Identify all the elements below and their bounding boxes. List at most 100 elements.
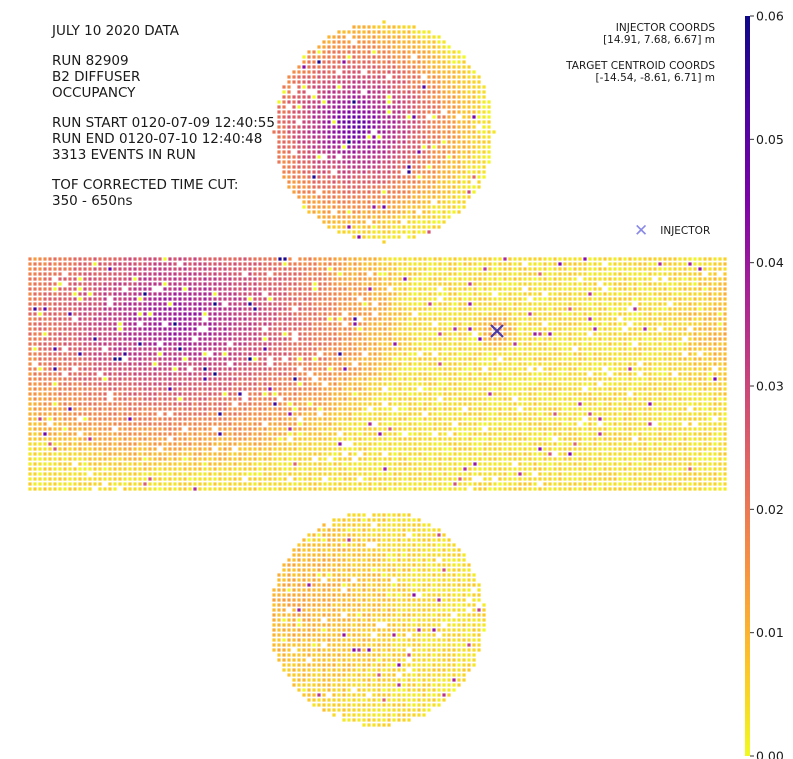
pmt-point — [168, 262, 172, 266]
pmt-point — [338, 367, 342, 371]
pmt-point — [278, 307, 282, 311]
pmt-point — [588, 377, 592, 381]
pmt-point — [558, 302, 562, 306]
pmt-point — [703, 372, 707, 376]
pmt-point — [472, 85, 476, 89]
pmt-point — [458, 332, 462, 336]
pmt-point — [688, 372, 692, 376]
pmt-point — [188, 297, 192, 301]
pmt-point — [28, 262, 32, 266]
pmt-point — [432, 85, 436, 89]
pmt-point — [168, 312, 172, 316]
pmt-point — [327, 95, 331, 99]
pmt-point — [323, 347, 327, 351]
pmt-point — [437, 200, 441, 204]
pmt-point — [367, 125, 371, 129]
pmt-point — [442, 165, 446, 169]
pmt-point — [437, 65, 441, 69]
pmt-point — [108, 347, 112, 351]
pmt-point — [303, 317, 307, 321]
pmt-point — [703, 312, 707, 316]
pmt-point — [368, 352, 372, 356]
pmt-point — [463, 287, 467, 291]
pmt-point — [437, 145, 441, 149]
pmt-point — [432, 150, 436, 154]
pmt-point — [53, 327, 57, 331]
pmt-point — [483, 292, 487, 296]
pmt-point — [453, 332, 457, 336]
pmt-point — [118, 367, 122, 371]
pmt-point — [448, 277, 452, 281]
pmt-point — [408, 277, 412, 281]
pmt-point — [378, 337, 382, 341]
pmt-point — [427, 140, 431, 144]
pmt-point — [457, 85, 461, 89]
pmt-point — [487, 100, 491, 104]
pmt-point — [103, 327, 107, 331]
pmt-point — [688, 357, 692, 361]
pmt-point — [283, 357, 287, 361]
pmt-point — [188, 272, 192, 276]
pmt-point — [498, 267, 502, 271]
pmt-point — [477, 130, 481, 134]
pmt-point — [452, 140, 456, 144]
pmt-point — [367, 235, 371, 239]
pmt-point — [83, 357, 87, 361]
pmt-point — [368, 342, 372, 346]
pmt-point — [508, 277, 512, 281]
pmt-point — [343, 272, 347, 276]
pmt-point — [203, 367, 207, 371]
pmt-point — [493, 367, 497, 371]
pmt-point — [618, 267, 622, 271]
pmt-point — [553, 357, 557, 361]
pmt-point — [723, 317, 727, 321]
pmt-point — [408, 357, 412, 361]
pmt-point — [423, 377, 427, 381]
pmt-point — [518, 337, 522, 341]
pmt-point — [327, 135, 331, 139]
pmt-point — [238, 357, 242, 361]
pmt-point — [33, 267, 37, 271]
pmt-point — [402, 65, 406, 69]
pmt-point — [458, 327, 462, 331]
pmt-point — [93, 262, 97, 266]
pmt-point — [723, 352, 727, 356]
pmt-point — [683, 347, 687, 351]
pmt-point — [448, 302, 452, 306]
pmt-point — [467, 120, 471, 124]
pmt-point — [462, 175, 466, 179]
pmt-point — [317, 95, 321, 99]
pmt-point — [412, 205, 416, 209]
pmt-point — [363, 257, 367, 261]
pmt-point — [392, 110, 396, 114]
pmt-point — [357, 60, 361, 64]
pmt-point — [503, 267, 507, 271]
pmt-point — [553, 297, 557, 301]
pmt-point — [363, 277, 367, 281]
pmt-point — [268, 257, 272, 261]
pmt-point — [472, 130, 476, 134]
pmt-point — [593, 367, 597, 371]
pmt-point — [118, 307, 122, 311]
pmt-point — [308, 347, 312, 351]
pmt-point — [418, 317, 422, 321]
pmt-point — [293, 292, 297, 296]
pmt-point — [423, 292, 427, 296]
pmt-point — [397, 130, 401, 134]
pmt-point — [43, 282, 47, 286]
pmt-point — [243, 352, 247, 356]
pmt-point — [442, 40, 446, 44]
pmt-point — [438, 377, 442, 381]
pmt-point — [278, 337, 282, 341]
pmt-point — [427, 205, 431, 209]
pmt-point — [307, 80, 311, 84]
pmt-point — [43, 327, 47, 331]
pmt-point — [333, 292, 337, 296]
pmt-point — [487, 145, 491, 149]
pmt-point — [317, 210, 321, 214]
pmt-point — [472, 185, 476, 189]
pmt-point — [297, 125, 301, 129]
pmt-point — [413, 297, 417, 301]
pmt-point — [38, 277, 42, 281]
pmt-point — [293, 312, 297, 316]
